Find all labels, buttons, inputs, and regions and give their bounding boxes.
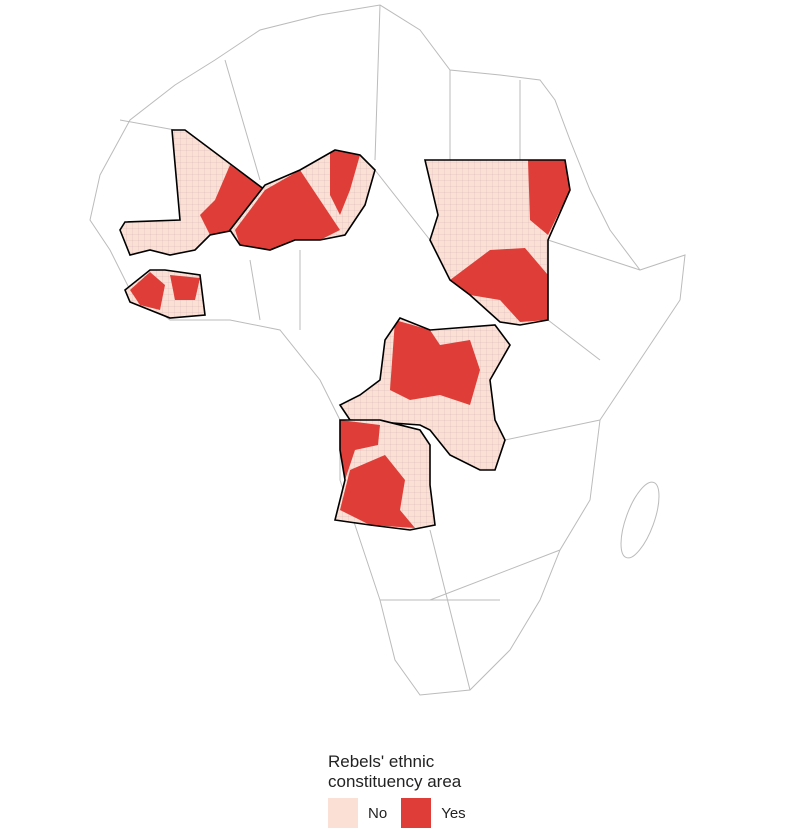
constituency-area <box>235 170 340 250</box>
country-yes <box>235 150 360 250</box>
legend-items: No Yes <box>328 798 498 833</box>
country-border <box>334 419 436 531</box>
constituency-area <box>340 455 415 528</box>
borders <box>119 4 641 691</box>
country-border <box>124 269 206 319</box>
legend-title: Rebels' ethnic constituency area <box>328 752 462 791</box>
country-yes <box>130 272 200 310</box>
legend-item: No <box>328 798 393 828</box>
country-yes <box>450 160 570 322</box>
madagascar <box>620 481 660 559</box>
constituency-area <box>390 320 480 405</box>
constituency-area <box>528 160 570 235</box>
constituency-area <box>170 275 200 300</box>
legend-label: Yes <box>441 804 466 822</box>
legend-label: No <box>368 804 388 822</box>
country-border <box>338 317 511 471</box>
legend-swatch <box>328 798 358 828</box>
rebel-regions <box>119 129 571 531</box>
country-border <box>229 149 376 251</box>
legend-item: Yes <box>401 798 471 828</box>
constituency-area <box>330 150 360 215</box>
constituency-area <box>340 420 380 480</box>
country-yes <box>390 320 480 405</box>
constituency-area <box>450 248 548 322</box>
country-yes <box>340 420 415 528</box>
legend: Rebels' ethnic constituency area No Yes <box>328 752 498 833</box>
country-border <box>423 159 571 326</box>
legend-swatch <box>401 798 432 828</box>
constituency-area <box>130 272 165 310</box>
